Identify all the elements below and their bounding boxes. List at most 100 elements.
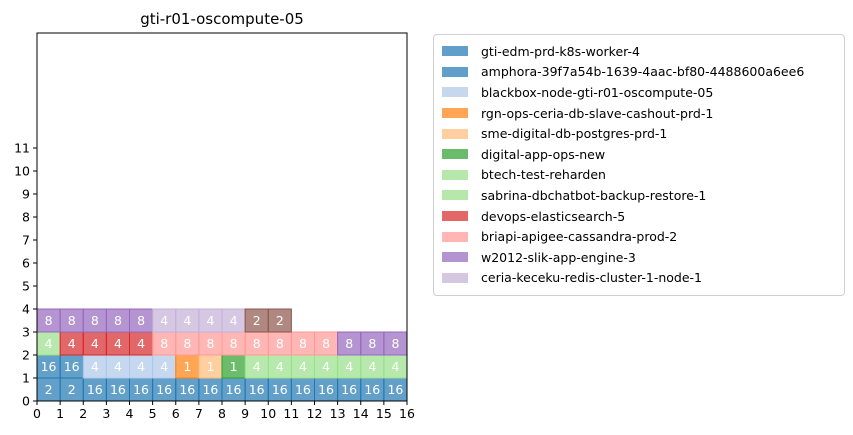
cell-label: 4 <box>45 336 53 351</box>
cell-label: 8 <box>91 313 99 328</box>
legend-swatch <box>442 108 468 119</box>
cell-label: 4 <box>253 359 261 374</box>
x-tick-label: 3 <box>102 406 110 421</box>
legend-label: blackbox-node-gti-r01-oscompute-05 <box>481 84 714 100</box>
x-tick-label: 5 <box>149 406 157 421</box>
cell-label: 16 <box>156 382 172 397</box>
cell-label: 16 <box>110 382 126 397</box>
cell-label: 16 <box>87 382 103 397</box>
cell-label: 8 <box>45 313 53 328</box>
cell-label: 1 <box>183 359 191 374</box>
cell-label: 16 <box>179 382 195 397</box>
cell-label: 16 <box>272 382 288 397</box>
legend-item: gti-edm-prd-k8s-worker-4 <box>442 41 836 62</box>
legend-swatch <box>442 211 468 222</box>
legend-item: sme-digital-db-postgres-prd-1 <box>442 123 836 144</box>
cell-label: 8 <box>183 336 191 351</box>
y-tick-label: 4 <box>22 302 30 317</box>
cell-label: 8 <box>345 336 353 351</box>
legend-label: sme-digital-db-postgres-prd-1 <box>481 126 668 142</box>
legend-label: gti-edm-prd-k8s-worker-4 <box>481 43 640 59</box>
legend-label: w2012-slik-app-engine-3 <box>481 249 636 265</box>
legend-label: sabrina-dbchatbot-backup-restore-1 <box>481 187 707 203</box>
x-tick-label: 7 <box>195 406 203 421</box>
legend-item: blackbox-node-gti-r01-oscompute-05 <box>442 82 836 103</box>
y-tick-label: 5 <box>22 279 30 294</box>
cell-label: 4 <box>322 359 330 374</box>
cell-label: 4 <box>183 313 191 328</box>
y-tick-label: 1 <box>22 371 30 386</box>
x-tick-label: 8 <box>218 406 226 421</box>
cell-label: 16 <box>41 359 57 374</box>
legend-label: btech-test-reharden <box>481 167 606 183</box>
cell-label: 4 <box>137 359 145 374</box>
cell-label: 4 <box>368 359 376 374</box>
cell-label: 16 <box>318 382 334 397</box>
legend-item: sabrina-dbchatbot-backup-restore-1 <box>442 185 836 206</box>
x-tick-label: 6 <box>172 406 180 421</box>
legend-item: amphora-39f7a54b-1639-4aac-bf80-4488600a… <box>442 62 836 83</box>
x-tick-label: 11 <box>283 406 299 421</box>
x-tick-label: 1 <box>56 406 64 421</box>
cell-label: 16 <box>341 382 357 397</box>
x-tick-label: 12 <box>307 406 323 421</box>
legend-swatch <box>442 66 468 77</box>
legend-label: briapi-apigee-cassandra-prod-2 <box>481 229 678 245</box>
legend-swatch <box>442 190 468 201</box>
y-tick-label: 11 <box>14 141 30 156</box>
x-tick-label: 4 <box>126 406 134 421</box>
cell-label: 8 <box>68 313 76 328</box>
y-tick-label: 3 <box>22 325 30 340</box>
legend-swatch <box>442 169 468 180</box>
y-tick-label: 10 <box>14 164 30 179</box>
cell-label: 16 <box>202 382 218 397</box>
legend-label: amphora-39f7a54b-1639-4aac-bf80-4488600a… <box>481 64 805 80</box>
cell-label: 4 <box>345 359 353 374</box>
cell-label: 8 <box>206 336 214 351</box>
legend-swatch <box>442 128 468 139</box>
legend-item: devops-elasticsearch-5 <box>442 206 836 227</box>
legend-item: ceria-keceku-redis-cluster-1-node-1 <box>442 268 836 289</box>
cell-label: 8 <box>299 336 307 351</box>
cell-label: 8 <box>391 336 399 351</box>
cell-label: 4 <box>206 313 214 328</box>
cell-label: 2 <box>253 313 261 328</box>
cell-label: 1 <box>206 359 214 374</box>
x-tick-label: 10 <box>260 406 276 421</box>
x-tick-label: 0 <box>33 406 41 421</box>
cell-label: 4 <box>160 359 168 374</box>
cell-label: 8 <box>137 313 145 328</box>
legend-item: w2012-slik-app-engine-3 <box>442 247 836 268</box>
cell-label: 8 <box>160 336 168 351</box>
legend-item: rgn-ops-ceria-db-slave-cashout-prd-1 <box>442 103 836 124</box>
cell-label: 8 <box>253 336 261 351</box>
cell-label: 4 <box>114 336 122 351</box>
cell-label: 2 <box>68 382 76 397</box>
cell-label: 16 <box>295 382 311 397</box>
legend-swatch <box>442 272 468 283</box>
legend-swatch <box>442 231 468 242</box>
cell-label: 4 <box>276 359 284 374</box>
cell-label: 16 <box>249 382 265 397</box>
x-tick-label: 13 <box>330 406 346 421</box>
cell-label: 16 <box>64 359 80 374</box>
cell-label: 16 <box>133 382 149 397</box>
cell-label: 4 <box>299 359 307 374</box>
cell-label: 4 <box>91 359 99 374</box>
y-tick-label: 9 <box>22 187 30 202</box>
x-tick-label: 16 <box>399 406 415 421</box>
cell-label: 16 <box>226 382 242 397</box>
y-tick-label: 8 <box>22 210 30 225</box>
cell-label: 2 <box>45 382 53 397</box>
cell-label: 4 <box>137 336 145 351</box>
cell-label: 4 <box>68 336 76 351</box>
y-tick-label: 0 <box>22 394 30 409</box>
legend-label: rgn-ops-ceria-db-slave-cashout-prd-1 <box>481 105 714 121</box>
legend-swatch <box>442 149 468 160</box>
x-tick-label: 9 <box>241 406 249 421</box>
cell-label: 2 <box>276 313 284 328</box>
y-tick-label: 6 <box>22 256 30 271</box>
legend-label: ceria-keceku-redis-cluster-1-node-1 <box>481 270 703 286</box>
y-tick-label: 2 <box>22 348 30 363</box>
